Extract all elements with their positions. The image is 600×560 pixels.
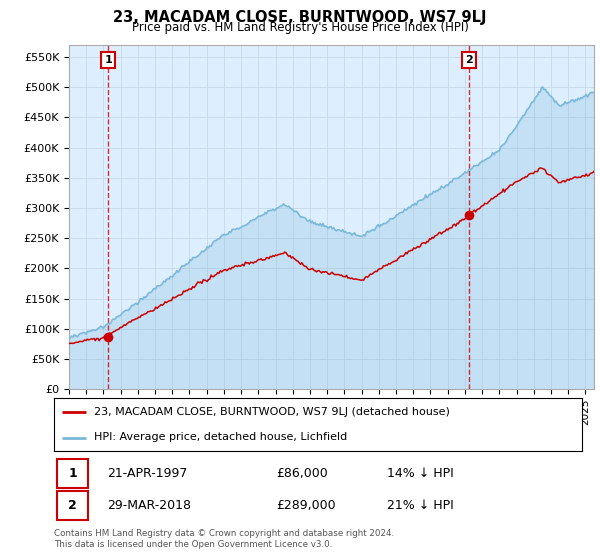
Text: 23, MACADAM CLOSE, BURNTWOOD, WS7 9LJ: 23, MACADAM CLOSE, BURNTWOOD, WS7 9LJ — [113, 10, 487, 25]
Text: 29-MAR-2018: 29-MAR-2018 — [107, 499, 191, 512]
FancyBboxPatch shape — [56, 459, 88, 488]
Text: 1: 1 — [68, 467, 77, 480]
Text: 2: 2 — [465, 55, 473, 66]
FancyBboxPatch shape — [56, 492, 88, 520]
Text: £86,000: £86,000 — [276, 467, 328, 480]
Text: 2: 2 — [68, 499, 77, 512]
Text: 1: 1 — [104, 55, 112, 66]
Text: 21% ↓ HPI: 21% ↓ HPI — [386, 499, 454, 512]
Text: £289,000: £289,000 — [276, 499, 335, 512]
Text: 23, MACADAM CLOSE, BURNTWOOD, WS7 9LJ (detached house): 23, MACADAM CLOSE, BURNTWOOD, WS7 9LJ (d… — [94, 408, 449, 418]
Text: HPI: Average price, detached house, Lichfield: HPI: Average price, detached house, Lich… — [94, 432, 347, 442]
Text: Contains HM Land Registry data © Crown copyright and database right 2024.
This d: Contains HM Land Registry data © Crown c… — [54, 529, 394, 549]
Text: Price paid vs. HM Land Registry's House Price Index (HPI): Price paid vs. HM Land Registry's House … — [131, 21, 469, 34]
Text: 14% ↓ HPI: 14% ↓ HPI — [386, 467, 454, 480]
Text: 21-APR-1997: 21-APR-1997 — [107, 467, 187, 480]
